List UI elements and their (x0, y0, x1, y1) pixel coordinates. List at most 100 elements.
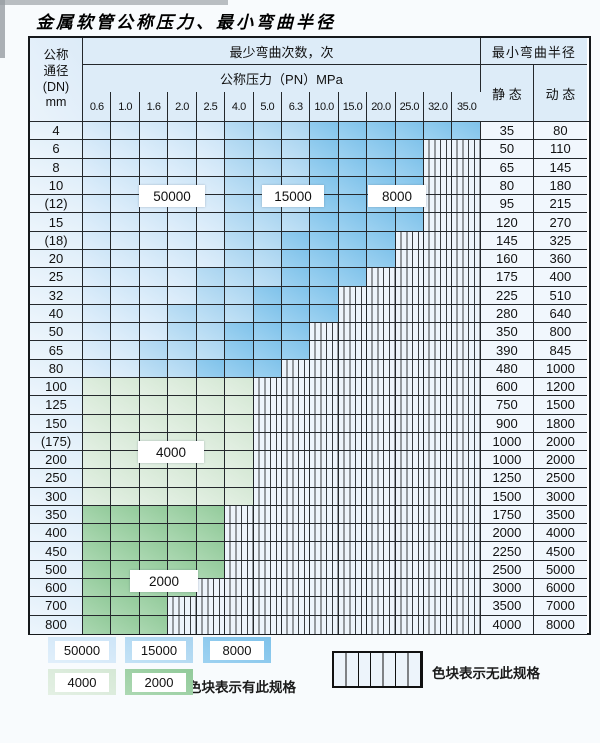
no-spec-cell (225, 524, 254, 543)
dynamic-value-cell: 400 (533, 268, 587, 287)
spec-cell (83, 414, 112, 433)
dn-header-line: 通径 (43, 63, 69, 78)
spec-cell (111, 396, 140, 415)
no-spec-cell (452, 487, 481, 506)
dynamic-value-cell: 325 (533, 231, 587, 250)
no-spec-cell (225, 579, 254, 598)
dn-cell: 300 (30, 487, 83, 506)
spec-cell (139, 542, 169, 561)
no-spec-cell (310, 597, 339, 616)
spec-cell (367, 122, 396, 141)
dynamic-value-cell: 1000 (533, 359, 587, 378)
static-value-cell: 145 (479, 231, 534, 250)
spec-cell (168, 323, 197, 342)
spec-cell (83, 505, 112, 525)
dynamic-header: 动 态 (533, 65, 587, 121)
no-spec-cell (395, 268, 425, 287)
spec-cell (424, 122, 453, 141)
spec-cell (139, 249, 169, 269)
no-spec-cell (452, 268, 481, 287)
no-spec-cell (281, 396, 311, 415)
spec-cell (83, 213, 112, 232)
table-body: 4 35 80 6 50 110 8 65 145 10 80 180 (12) 95 215 15 120 27… (30, 122, 589, 634)
no-spec-cell (424, 396, 453, 415)
spec-cell (225, 451, 254, 470)
spec-cell (83, 304, 112, 324)
no-spec-cell (424, 451, 453, 470)
static-value-cell: 480 (479, 359, 534, 378)
cycle-count-label: 4000 (138, 441, 204, 463)
spec-cell (367, 231, 396, 250)
spec-cell (338, 213, 368, 232)
striped-pattern (334, 653, 421, 686)
no-spec-cell (424, 524, 453, 543)
no-spec-cell (310, 505, 339, 525)
pressure-column-header: 15.0 (338, 92, 368, 121)
spec-cell (225, 286, 254, 305)
no-spec-cell (338, 615, 368, 634)
spec-cell (139, 505, 169, 525)
spec-cell (168, 231, 197, 250)
spec-cell (225, 304, 254, 324)
no-spec-cell (452, 286, 481, 305)
no-spec-cell (395, 359, 425, 378)
dn-header-line: mm (45, 95, 67, 110)
radius-header: 最小弯曲半径 (480, 38, 587, 65)
table-row: 450 2250 4500 (30, 542, 589, 561)
dynamic-value-cell: 80 (533, 122, 587, 141)
dn-cell: 20 (30, 249, 83, 269)
spec-cell (338, 140, 368, 159)
no-spec-cell (395, 579, 425, 598)
spec-cell (111, 304, 140, 324)
table-row: 80 480 1000 (30, 359, 589, 378)
legend-swatch: 15000 (125, 637, 193, 663)
dynamic-value-cell: 145 (533, 158, 587, 177)
spec-cell (395, 140, 425, 159)
spec-cell (253, 268, 282, 287)
dn-cell: 25 (30, 268, 83, 287)
no-spec-cell (310, 469, 339, 488)
spec-cell (196, 414, 226, 433)
no-spec-cell (424, 195, 453, 214)
dn-cell: 700 (30, 597, 83, 616)
no-spec-cell (225, 505, 254, 525)
table-row: 15 120 270 (30, 213, 589, 232)
spec-cell (111, 432, 140, 452)
static-header: 静 态 (479, 65, 534, 121)
spec-cell (338, 122, 368, 141)
static-value-cell: 95 (479, 195, 534, 214)
dynamic-value-cell: 1800 (533, 414, 587, 433)
spec-cell (111, 140, 140, 159)
pressure-column-header: 1.6 (139, 92, 169, 121)
table-row: 4 35 80 (30, 122, 589, 141)
spec-cell (310, 231, 339, 250)
no-spec-cell (424, 286, 453, 305)
spec-cell (111, 122, 140, 141)
dn-cell: 6 (30, 140, 83, 159)
spec-cell (196, 323, 226, 342)
spec-cell (168, 158, 197, 177)
dynamic-value-cell: 800 (533, 323, 587, 342)
static-value-cell: 1000 (479, 432, 534, 452)
spec-cell (253, 213, 282, 232)
no-spec-cell (424, 158, 453, 177)
spec-cell (111, 341, 140, 360)
spec-cell (310, 122, 339, 141)
dn-cell: 400 (30, 524, 83, 543)
spec-cell (139, 396, 169, 415)
spec-cell (83, 432, 112, 452)
dynamic-value-cell: 270 (533, 213, 587, 232)
no-spec-cell (452, 176, 481, 196)
spec-cell (310, 304, 339, 324)
no-spec-cell (367, 597, 396, 616)
table-header: 公称 通径 (DN) mm 最少弯曲次数，次 最小弯曲半径 公称压力（PN）MP… (30, 38, 589, 122)
no-spec-cell (395, 560, 425, 580)
no-spec-cell (310, 451, 339, 470)
spec-cell (139, 597, 169, 616)
no-spec-cell (253, 542, 282, 561)
static-value-cell: 750 (479, 396, 534, 415)
static-value-cell: 225 (479, 286, 534, 305)
static-value-cell: 280 (479, 304, 534, 324)
dn-cell: 10 (30, 176, 83, 196)
no-spec-cell (338, 414, 368, 433)
